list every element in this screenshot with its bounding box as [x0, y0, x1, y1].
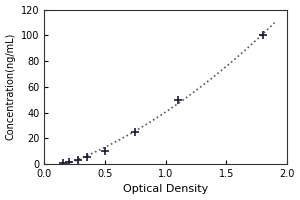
Y-axis label: Concentration(ng/mL): Concentration(ng/mL) [6, 33, 16, 140]
X-axis label: Optical Density: Optical Density [123, 184, 208, 194]
